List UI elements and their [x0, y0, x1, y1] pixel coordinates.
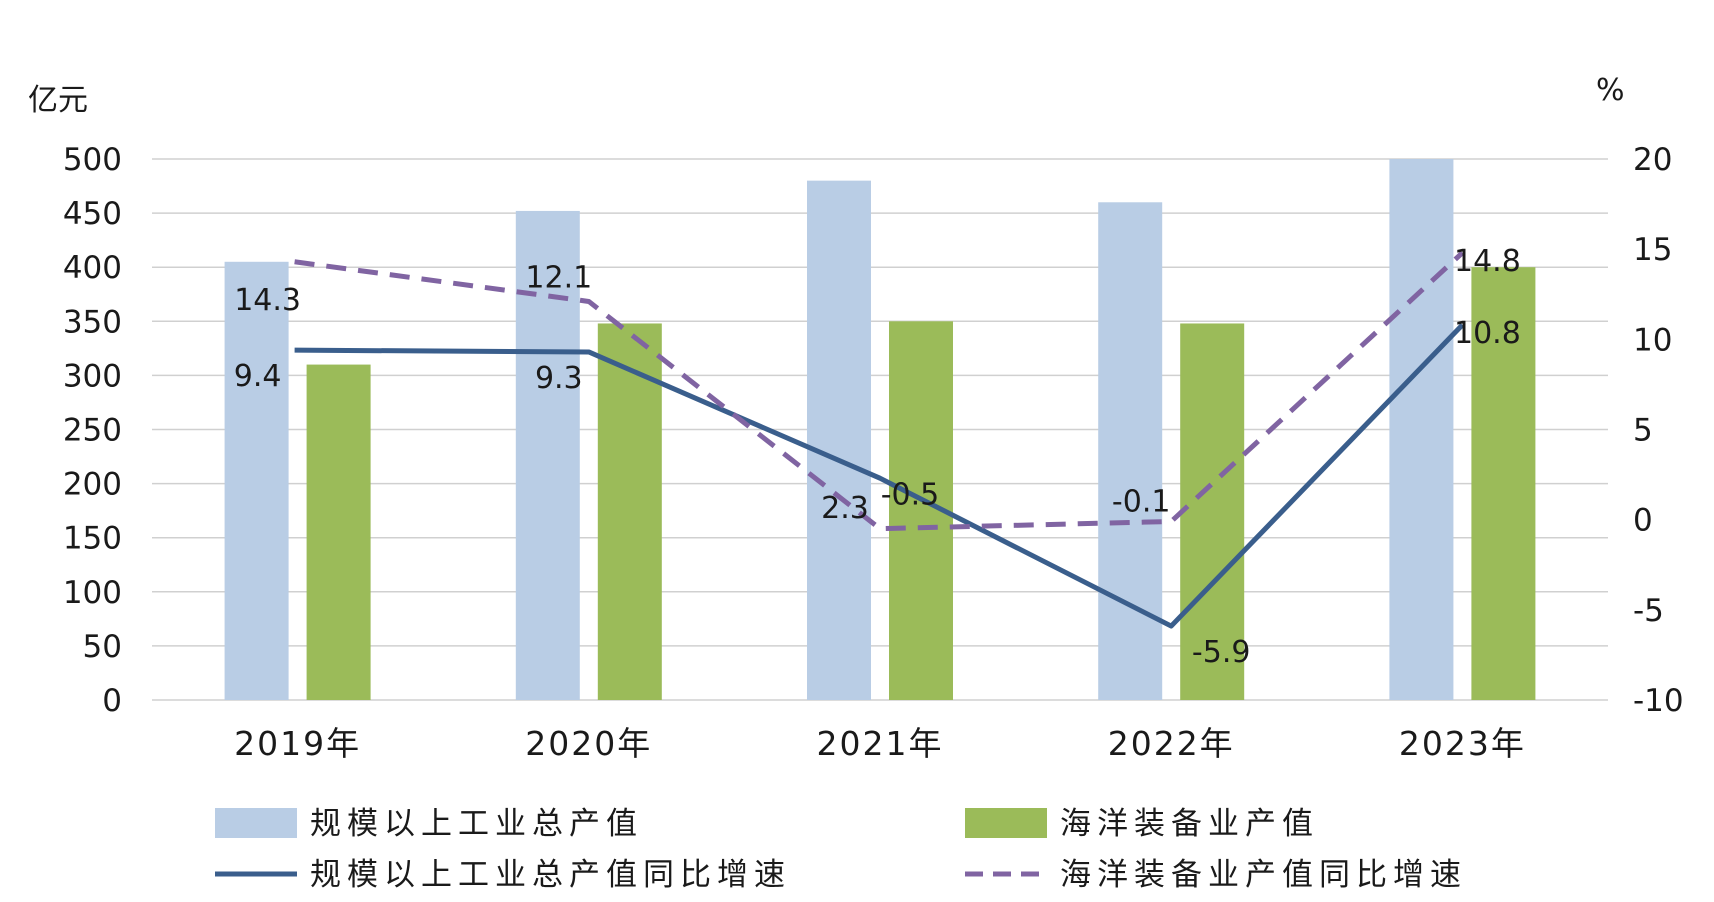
data-label: -0.1	[1112, 484, 1171, 519]
data-labels: 9.4 9.3 2.3 -5.9 10.8 14.3 12.1 -0.5 -0.1 14.8	[234, 244, 1521, 670]
data-label: 14.3	[234, 283, 301, 318]
axes: 亿元 % 050100150200250300350400450500-10-5…	[28, 73, 1684, 719]
right-axis-unit: %	[1596, 73, 1625, 108]
left-tick-label: 400	[63, 250, 122, 286]
left-tick-label: 450	[63, 196, 122, 232]
right-tick-label: 10	[1633, 322, 1672, 358]
left-tick-label: 0	[102, 683, 122, 719]
legend-label: 规模以上工业总产值同比增速	[310, 857, 791, 893]
line-industrial-growth	[294, 323, 1465, 629]
legend-label: 海洋装备业产值	[1060, 806, 1319, 842]
data-label: -5.9	[1192, 635, 1251, 670]
category-label: 2021年	[817, 724, 944, 763]
gridlines	[152, 158, 1608, 701]
left-tick-label: 150	[63, 521, 122, 557]
line-marine-growth	[294, 250, 1465, 532]
category-axis: 2019年 2020年 2021年 2022年 2023年	[234, 724, 1526, 763]
left-tick-label: 50	[83, 629, 122, 665]
lines	[294, 250, 1465, 629]
bar-marine-equipment-output	[1471, 267, 1536, 700]
legend-label: 规模以上工业总产值	[310, 806, 643, 842]
left-axis-unit: 亿元	[28, 83, 88, 118]
bar-industrial-output	[807, 180, 871, 700]
left-tick-label: 350	[63, 304, 122, 340]
legend-swatch	[215, 808, 297, 838]
category-label: 2020年	[525, 724, 652, 763]
left-tick-label: 250	[63, 413, 122, 449]
bar-marine-equipment-output	[597, 323, 662, 700]
left-tick-label: 100	[63, 575, 122, 611]
data-label: -0.5	[881, 478, 940, 513]
bar-industrial-output	[1389, 159, 1454, 700]
left-tick-label: 200	[63, 467, 122, 503]
left-tick-label: 500	[63, 142, 122, 178]
data-label: 9.3	[535, 361, 583, 396]
data-label: 9.4	[234, 359, 282, 394]
bar-marine-equipment-output	[1180, 323, 1245, 700]
data-label: 12.1	[525, 260, 592, 295]
data-label: 10.8	[1454, 316, 1521, 351]
bar-marine-equipment-output	[306, 364, 371, 700]
legend-label: 海洋装备业产值同比增速	[1060, 857, 1467, 893]
right-tick-label: 5	[1633, 413, 1653, 449]
right-tick-label: -5	[1633, 593, 1664, 629]
data-label: 14.8	[1454, 244, 1521, 279]
left-tick-label: 300	[63, 358, 122, 394]
bar-industrial-output	[224, 261, 289, 700]
right-tick-label: 15	[1633, 232, 1672, 268]
bar-industrial-output	[1098, 202, 1163, 700]
right-tick-label: 20	[1633, 142, 1672, 178]
legend-swatch	[965, 808, 1047, 838]
category-label: 2019年	[234, 724, 361, 763]
category-label: 2022年	[1108, 724, 1235, 763]
data-label: 2.3	[821, 491, 869, 526]
right-tick-label: -10	[1633, 683, 1684, 719]
category-label: 2023年	[1399, 724, 1526, 763]
right-tick-label: 0	[1633, 503, 1653, 539]
